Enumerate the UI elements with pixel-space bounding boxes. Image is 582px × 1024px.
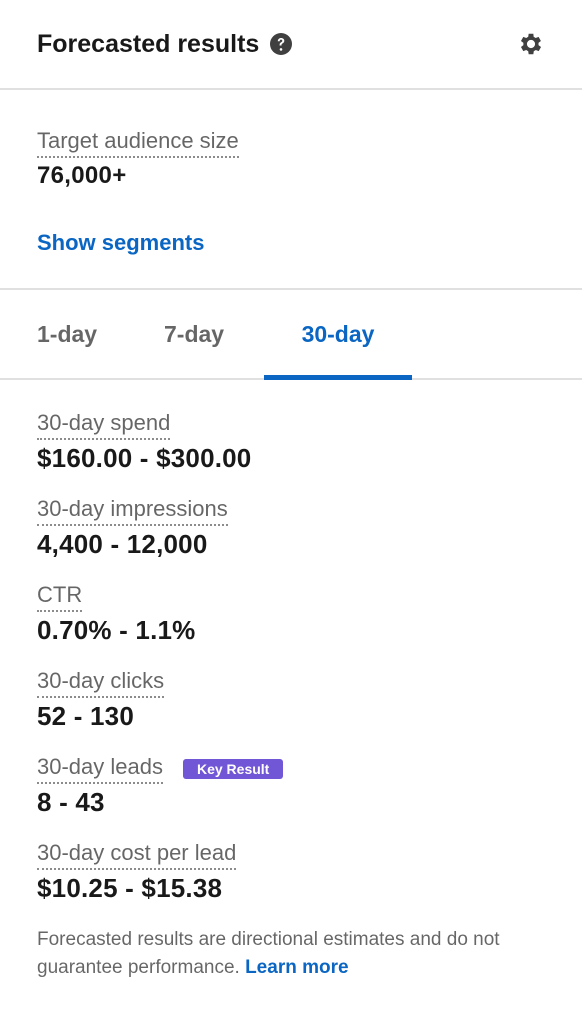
learn-more-link[interactable]: Learn more [245, 957, 349, 978]
metric-ctr: CTR 0.70% - 1.1% [37, 582, 545, 646]
show-segments-link[interactable]: Show segments [37, 230, 205, 255]
metric-spend: 30-day spend $160.00 - $300.00 [37, 410, 545, 474]
disclaimer-body: Forecasted results are directional estim… [37, 929, 500, 978]
metric-clicks: 30-day clicks 52 - 130 [37, 668, 545, 732]
question-circle-icon[interactable] [269, 32, 293, 56]
page-title: Forecasted results [37, 29, 260, 58]
metric-label[interactable]: 30-day spend [37, 410, 171, 440]
metric-label-row: 30-day leads Key Result [37, 754, 545, 784]
metric-cost-per-lead: 30-day cost per lead $10.25 - $15.38 [37, 840, 545, 904]
metric-value: 0.70% - 1.1% [37, 615, 196, 645]
forecast-tabs: 1-day 7-day 30-day [0, 290, 582, 380]
metric-value: 52 - 130 [37, 701, 135, 731]
header-title-group: Forecasted results [37, 30, 293, 59]
metric-label[interactable]: 30-day leads [37, 754, 163, 784]
metric-value: $10.25 - $15.38 [37, 873, 223, 903]
tab-1-day[interactable]: 1-day [37, 320, 98, 347]
metric-label[interactable]: 30-day impressions [37, 496, 228, 526]
key-result-badge: Key Result [182, 759, 284, 779]
metric-value: 8 - 43 [37, 787, 105, 817]
disclaimer-text: Forecasted results are directional estim… [37, 926, 545, 982]
metric-label[interactable]: 30-day cost per lead [37, 840, 237, 870]
audience-section: Target audience size 76,000+ Show segmen… [0, 90, 582, 290]
metric-value: $160.00 - $300.00 [37, 443, 252, 473]
gear-icon[interactable] [517, 30, 545, 58]
audience-size-value: 76,000+ [37, 162, 127, 189]
metrics-list: 30-day spend $160.00 - $300.00 30-day im… [0, 380, 582, 982]
forecast-header: Forecasted results [0, 0, 582, 90]
tab-30-day[interactable]: 30-day [264, 290, 412, 380]
metric-label[interactable]: CTR [37, 582, 83, 612]
metric-value: 4,400 - 12,000 [37, 529, 208, 559]
metric-impressions: 30-day impressions 4,400 - 12,000 [37, 496, 545, 560]
metric-leads: 30-day leads Key Result 8 - 43 [37, 754, 545, 818]
audience-size-label[interactable]: Target audience size [37, 128, 239, 158]
tab-7-day[interactable]: 7-day [164, 320, 225, 347]
metric-label[interactable]: 30-day clicks [37, 668, 165, 698]
